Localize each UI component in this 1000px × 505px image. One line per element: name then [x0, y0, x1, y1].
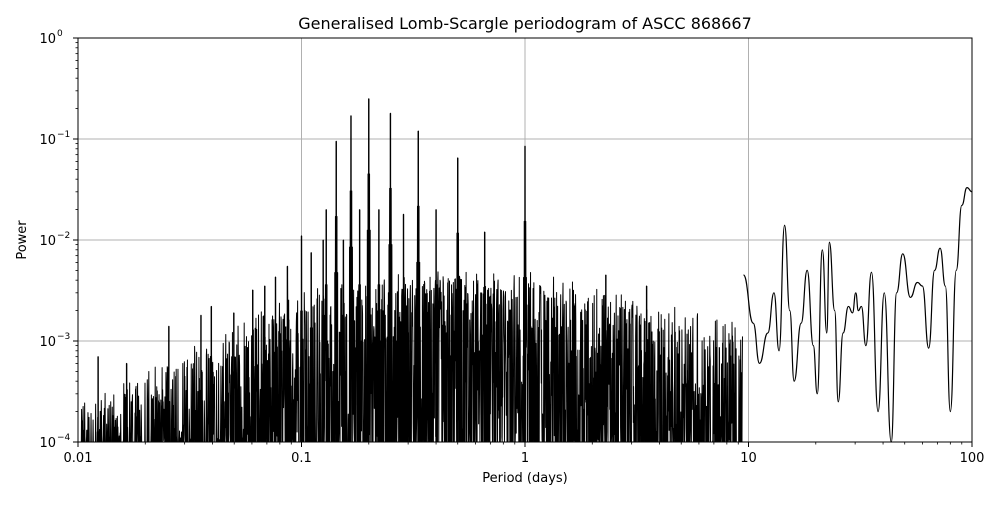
y-tick-exponent: −1: [57, 130, 70, 140]
y-tick-label: 10: [39, 32, 56, 47]
periodogram-dense-spectrum: [77, 98, 743, 443]
x-axis-label: Period (days): [482, 471, 568, 486]
y-tick-base: 10: [39, 32, 56, 47]
y-tick-label: 10: [39, 234, 56, 249]
y-tick-label: 10: [39, 335, 56, 350]
y-tick-base: 10: [39, 335, 56, 350]
y-tick-exponent: 0: [57, 29, 63, 39]
y-axis-label: Power: [15, 220, 30, 260]
x-tick-label: 1: [521, 451, 529, 466]
data-layer: [77, 98, 973, 443]
x-tick-label: 0.1: [291, 451, 312, 466]
y-tick-base: 10: [39, 234, 56, 249]
y-tick-exponent: −3: [57, 332, 70, 342]
y-tick-label: 10: [39, 436, 56, 451]
periodogram-longperiod-curve: [742, 187, 973, 443]
y-tick-exponent: −2: [57, 231, 70, 241]
y-tick-base: 10: [39, 436, 56, 451]
y-tick-base: 10: [39, 133, 56, 148]
x-tick-label: 10: [740, 451, 757, 466]
y-tick-exponent: −4: [57, 433, 71, 443]
y-tick-label: 10: [39, 133, 56, 148]
x-tick-label: 0.01: [64, 451, 93, 466]
chart-title: Generalised Lomb-Scargle periodogram of …: [298, 14, 752, 33]
x-tick-label: 100: [960, 451, 985, 466]
